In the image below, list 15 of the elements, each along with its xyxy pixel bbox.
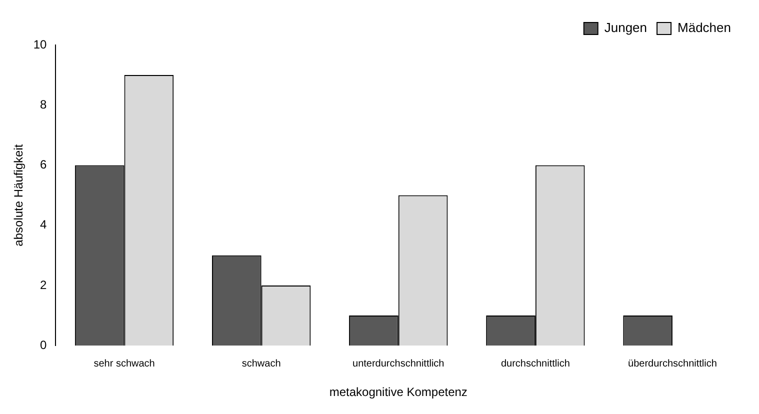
legend-label: Mädchen bbox=[678, 20, 732, 36]
y-tick-label: 10 bbox=[33, 37, 48, 52]
y-tick-label: 2 bbox=[40, 278, 48, 292]
y-tick-label: 0 bbox=[40, 338, 48, 352]
y-tick-label: 8 bbox=[40, 97, 48, 112]
x-axis-title: metakognitive Kompetenz bbox=[329, 385, 468, 400]
y-tick-label: 6 bbox=[40, 158, 48, 172]
x-tick-label: schwach bbox=[242, 358, 281, 370]
x-tick-label: überdurchschnittlich bbox=[628, 358, 717, 370]
x-tick-label: unterdurchschnittlich bbox=[352, 358, 444, 370]
y-tick-label: 4 bbox=[40, 218, 48, 232]
y-axis-title: absolute Häufigkeit bbox=[12, 144, 26, 246]
x-tick-label: sehr schwach bbox=[94, 358, 155, 370]
x-tick-label: durchschnittlich bbox=[500, 358, 570, 370]
legend-label: Jungen bbox=[604, 20, 648, 36]
